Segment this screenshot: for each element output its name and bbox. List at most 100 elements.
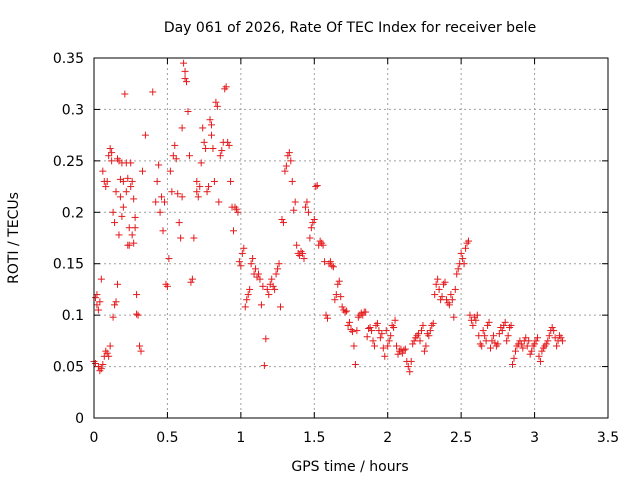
data-point [119,177,127,185]
data-point [409,340,417,348]
data-point [479,327,487,335]
data-points [90,59,566,376]
data-point [509,361,517,369]
data-point [435,285,443,293]
data-point [257,301,265,309]
data-point [215,198,223,206]
data-point [184,107,192,115]
data-point [199,124,207,132]
x-tick-label: 0.5 [156,430,178,446]
data-point [489,332,497,340]
x-tick-label: 1 [236,430,245,446]
data-point [382,327,390,335]
data-point [281,167,289,175]
data-point [97,275,105,283]
data-point [459,255,467,263]
data-point [369,337,377,345]
data-point [304,208,312,216]
data-point [469,321,477,329]
data-point [237,262,245,270]
data-point [247,260,255,268]
data-point [263,285,271,293]
data-point [313,182,321,190]
data-point [138,167,146,175]
y-tick-label: 0.15 [53,257,84,273]
plot-frame [93,57,609,419]
data-point [141,131,149,139]
data-point [108,157,116,165]
data-point [213,102,221,110]
data-point [175,219,183,227]
data-point [106,145,114,153]
data-point [363,333,371,341]
data-point [252,265,260,273]
data-point [272,270,280,278]
data-point [127,183,135,191]
data-point [454,265,462,273]
data-point [249,255,257,263]
data-point [96,298,104,306]
data-point [197,159,205,167]
data-point [165,255,173,263]
data-point [171,141,179,149]
data-point [206,116,214,124]
data-point [517,340,525,348]
x-tick-label: 2.5 [450,430,472,446]
data-point [128,231,136,239]
data-point [291,198,299,206]
x-axis-label: GPS time / hours [291,459,408,475]
data-point [407,357,415,365]
data-point [103,349,111,357]
data-point [188,275,196,283]
data-point [238,249,246,257]
data-point [225,141,233,149]
data-point [445,301,453,309]
data-point [209,145,217,153]
data-point [163,282,171,290]
data-point [534,334,542,342]
data-point [393,342,401,350]
data-point [406,368,414,376]
data-point [557,334,565,342]
data-point [447,291,455,299]
data-point [124,174,132,182]
data-point [473,311,481,319]
data-point [381,352,389,360]
data-point [168,188,176,196]
data-point [177,234,185,242]
data-point [368,327,376,335]
data-point [432,280,440,288]
data-point [301,203,309,211]
data-point [193,177,201,185]
data-point [326,258,334,266]
data-point [434,275,442,283]
data-point [309,219,317,227]
data-point [203,188,211,196]
x-tick-label: 3.5 [597,430,619,446]
data-point [224,138,232,146]
data-point [410,337,418,345]
data-point [200,138,208,146]
data-point [112,298,120,306]
data-point [332,291,340,299]
data-point [285,149,293,157]
data-point [426,327,434,335]
data-point [93,291,101,299]
data-point [130,239,138,247]
data-point [331,296,339,304]
data-point [437,296,445,304]
data-point [91,294,99,302]
data-point [522,334,530,342]
data-point [94,306,102,314]
data-point [531,340,539,348]
y-tick-label: 0.1 [62,308,84,324]
data-point [284,152,292,160]
data-point [337,293,345,301]
data-point [500,321,508,329]
data-point [105,152,113,160]
data-point [438,293,446,301]
data-point [196,183,204,191]
data-point [370,342,378,350]
data-point [441,278,449,286]
data-point [501,318,509,326]
